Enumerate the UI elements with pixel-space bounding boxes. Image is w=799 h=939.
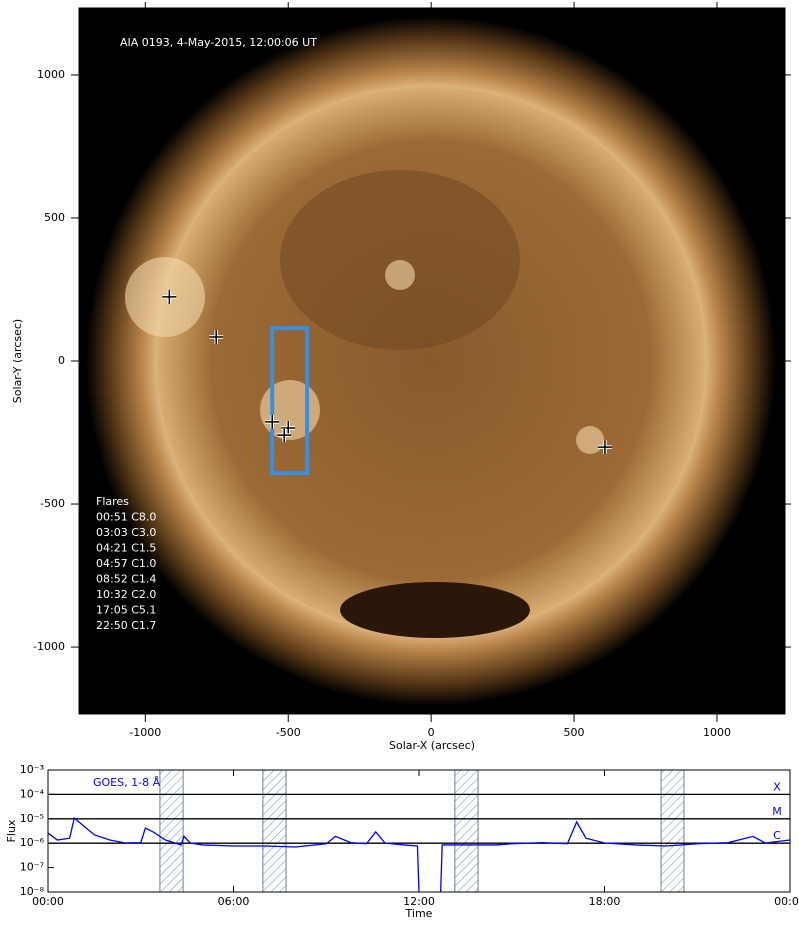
x-tick-label: 00:00 [774,895,799,908]
class-level-label: X [773,780,781,793]
flare-marker [265,414,280,429]
coronal-hole [340,582,530,638]
flare-entry: 04:21 C1.5 [96,542,156,555]
x-tick-label: 12:00 [403,895,435,908]
image-title: AIA 0193, 4-May-2015, 12:00:06 UT [120,36,317,49]
y-tick-label: -500 [40,497,65,510]
time-band [660,769,685,893]
solar-image [79,8,785,714]
x-tick-label: 500 [564,726,585,739]
time-band [159,769,184,893]
flare-entry: 03:03 C3.0 [96,526,156,539]
x-tick-label: 00:00 [32,895,64,908]
flare-entry: 10:32 C2.0 [96,588,156,601]
y-axis-label: Flux [5,819,18,842]
region-box [270,326,310,476]
flare-entry: 00:51 C8.0 [96,511,156,524]
x-axis-label: Time [405,907,433,920]
legend-label: GOES, 1-8 Å [93,776,161,789]
flare-marker [281,420,296,435]
x-tick-label: 0 [428,726,435,739]
solar-disk [157,87,705,635]
x-axis-label: Solar-X (arcsec) [389,739,475,752]
y-axis-label: Solar-Y (arcsec) [11,319,24,403]
flare-marker [162,289,177,304]
y-tick-label: 10⁻⁸ [20,885,45,898]
active-region [576,426,604,454]
active-region [385,260,415,290]
x-tick-label: 1000 [703,726,731,739]
plot-frame [47,769,791,893]
legend-title: Flares [96,495,129,508]
flux-line [47,816,791,893]
y-tick-label: 10⁻⁶ [20,836,45,849]
active-region [260,380,320,440]
flare-entry: 22:50 C1.7 [96,619,156,632]
class-level-label: C [773,829,781,842]
y-tick-label: -1000 [33,640,65,653]
flare-marker [597,440,612,455]
time-band [454,769,479,893]
y-tick-label: 10⁻⁷ [20,861,44,874]
y-tick-label: 10⁻⁵ [20,812,44,825]
y-tick-label: 500 [44,211,65,224]
drawing-layer: -1000 -500 0 500 1000 -1000 -500 0 500 1000 Solar-… [5,2,799,920]
class-level-label: M [772,805,782,818]
flare-entry: 08:52 C1.4 [96,573,156,586]
flare-marker [209,329,224,344]
flare-marker [277,428,292,443]
y-tick-label: 10⁻³ [20,763,44,776]
y-tick-label: 10⁻⁴ [20,787,45,800]
y-tick-label: 0 [58,354,65,367]
x-tick-label: -500 [276,726,301,739]
y-tick-label: 1000 [37,68,65,81]
flare-entry: 17:05 C5.1 [96,604,156,617]
x-tick-label: 06:00 [218,895,250,908]
time-band [262,769,287,893]
x-tick-label: 18:00 [589,895,621,908]
flare-entry: 04:57 C1.0 [96,557,156,570]
x-tick-label: -1000 [129,726,161,739]
